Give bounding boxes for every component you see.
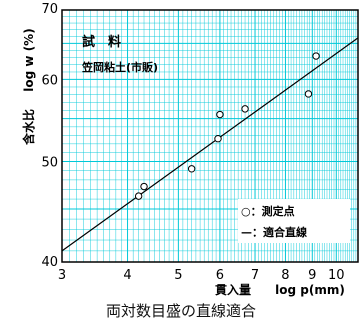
chart-legend: ○：測定点 —：適合直線 [238, 199, 350, 243]
x-axis-label-jp: 貫入量 [215, 283, 251, 297]
x-tick-label: 8 [281, 268, 289, 283]
figure-caption: 両対数目盛の直線適合 [105, 302, 256, 320]
x-axis-label: log p(mm) [275, 283, 345, 297]
x-tick-label: 9 [308, 268, 316, 283]
y-tick-label: 40 [41, 255, 58, 270]
legend-points-label: ○：測定点 [241, 204, 295, 218]
x-tick-label: 5 [174, 268, 182, 283]
x-tick-label: 10 [328, 268, 345, 283]
x-tick-label: 3 [58, 268, 66, 283]
chart-marks [61, 37, 359, 252]
data-point [140, 182, 148, 191]
data-point [187, 165, 196, 173]
legend-line-label: —：適合直線 [241, 225, 307, 239]
axis-ticks: 3 4 5 6 7 8 9 10 40 50 60 70 [41, 2, 344, 283]
data-point [304, 90, 313, 98]
y-tick-label: 70 [41, 2, 58, 17]
y-axis-label-jp: 含水比 [21, 109, 36, 145]
legend-background [238, 199, 350, 243]
data-point [216, 110, 224, 119]
x-tick-label: 6 [216, 268, 224, 283]
x-tick-label: 7 [251, 268, 259, 283]
sample-name: 笠岡粘土(市販) [81, 60, 158, 74]
data-point [134, 192, 143, 200]
y-tick-label: 60 [41, 73, 58, 88]
data-point [241, 105, 249, 113]
x-tick-label: 4 [123, 268, 131, 283]
fit-line [61, 37, 359, 252]
y-tick-label: 50 [41, 156, 58, 171]
sample-title: 試 料 [82, 34, 121, 50]
chart-grid [61, 9, 359, 263]
plot-frame [61, 9, 359, 263]
data-point [312, 52, 320, 60]
y-axis-label: log w (%) [22, 28, 36, 91]
data-point [214, 134, 222, 143]
